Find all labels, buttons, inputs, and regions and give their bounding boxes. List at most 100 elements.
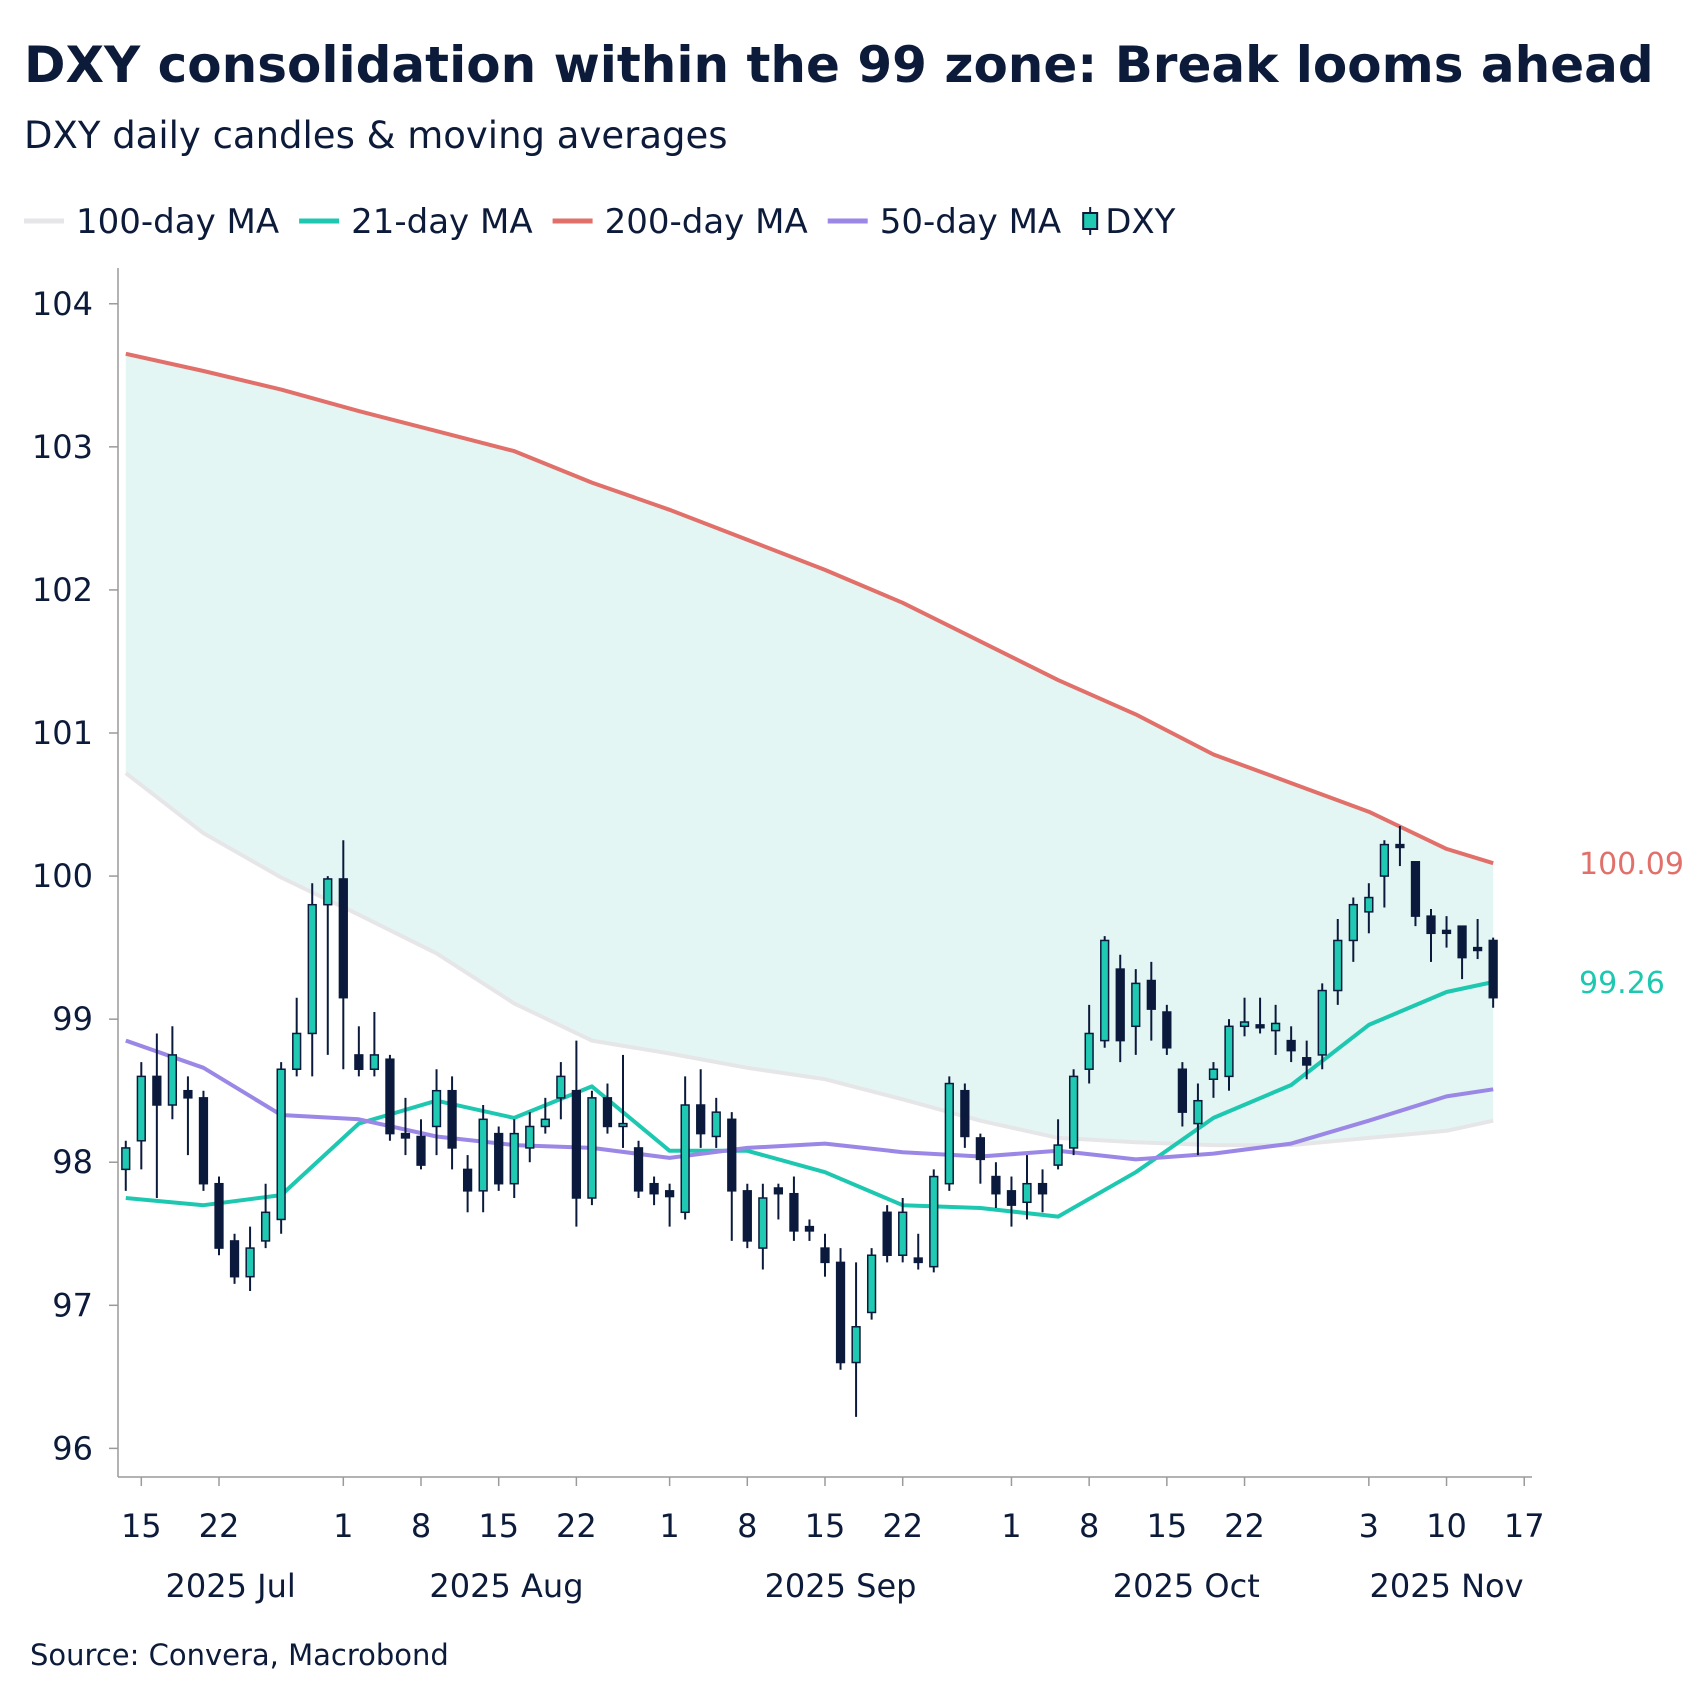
y-tick-label: 97 <box>52 1286 93 1324</box>
candle-body <box>1333 939 1343 992</box>
candle-body <box>633 1147 644 1192</box>
legend-label: 200-day MA <box>605 202 808 242</box>
x-tick-label: 8 <box>1079 1507 1099 1545</box>
candle-body <box>1488 939 1498 999</box>
candle-body <box>1239 1021 1250 1028</box>
candle-body <box>167 1054 178 1106</box>
candle-body <box>1100 939 1110 1042</box>
y-tick-label: 103 <box>32 428 93 466</box>
candle-body <box>1208 1068 1219 1080</box>
candle-body <box>1006 1190 1017 1206</box>
x-tick-label: 15 <box>1146 1507 1187 1545</box>
candle-body <box>944 1082 954 1185</box>
candle-body <box>1457 925 1467 959</box>
y-tick-label: 104 <box>32 285 93 323</box>
end-label: 100.09 <box>1579 847 1684 882</box>
candle-body <box>1379 843 1390 877</box>
candle-body <box>1410 861 1421 917</box>
legend-swatch <box>1082 212 1099 230</box>
candle-body <box>664 1190 675 1198</box>
candle-body <box>229 1240 240 1278</box>
x-tick-label: 8 <box>411 1507 431 1545</box>
x-tick-label: 8 <box>737 1507 757 1545</box>
candle-body <box>1084 1032 1094 1070</box>
candle-body <box>773 1187 784 1195</box>
legend-label: 50-day MA <box>880 202 1061 242</box>
candle-body <box>1270 1022 1281 1032</box>
candle-body <box>929 1175 939 1268</box>
candle-body <box>1037 1182 1048 1195</box>
x-tick-label: 22 <box>199 1507 240 1545</box>
candle-body <box>1068 1075 1079 1149</box>
month-label: 2025 Jul <box>166 1567 296 1605</box>
candle-body <box>323 878 333 906</box>
candle-body <box>587 1097 597 1199</box>
candle-body <box>913 1257 923 1264</box>
candle-body <box>866 1254 877 1314</box>
y-tick-label: 99 <box>52 1000 93 1038</box>
candle-body <box>462 1168 473 1192</box>
candle-body <box>1022 1182 1032 1204</box>
candle-body <box>121 1147 131 1171</box>
month-label: 2025 Sep <box>765 1567 917 1605</box>
y-tick-label: 96 <box>52 1429 93 1467</box>
candle-body <box>835 1261 846 1364</box>
legend-label: 100-day MA <box>76 202 279 242</box>
candle-body <box>602 1097 613 1128</box>
candle-body <box>307 903 317 1035</box>
x-tick-label: 1 <box>1001 1507 1021 1545</box>
candle-body <box>385 1058 395 1135</box>
candle-body <box>400 1132 411 1139</box>
ma-band <box>125 353 1494 1146</box>
candle-body <box>152 1075 162 1106</box>
candle-body <box>198 1097 209 1185</box>
candle-body <box>447 1089 457 1149</box>
candle-body <box>416 1135 426 1166</box>
candle-body <box>369 1054 380 1070</box>
candle-body <box>338 878 348 999</box>
legend-label: 21-day MA <box>351 202 532 242</box>
candle-body <box>354 1054 364 1070</box>
x-tick-label: 10 <box>1426 1507 1467 1545</box>
candle-body <box>478 1118 488 1192</box>
end-label: 99.26 <box>1579 966 1665 1001</box>
y-tick-label: 101 <box>32 714 93 752</box>
candle-body <box>214 1182 224 1249</box>
y-tick-label: 100 <box>32 857 93 895</box>
candle-body <box>1193 1099 1203 1125</box>
x-tick-label: 22 <box>556 1507 597 1545</box>
candle-body <box>1177 1068 1188 1113</box>
chart-title: DXY consolidation within the 99 zone: Br… <box>24 36 1654 94</box>
candle-body <box>820 1247 830 1264</box>
month-label: 2025 Oct <box>1113 1567 1260 1605</box>
candle-body <box>571 1089 582 1199</box>
candle-body <box>1441 929 1452 935</box>
candle-body <box>1224 1025 1234 1078</box>
candle-body <box>789 1192 799 1232</box>
candle-body <box>1348 903 1358 942</box>
month-label: 2025 Aug <box>429 1567 583 1605</box>
candle-body <box>1317 989 1327 1056</box>
candle-body <box>618 1122 628 1128</box>
candle-body <box>727 1118 737 1192</box>
ma-line <box>125 1038 1494 1162</box>
candle-body <box>1302 1057 1312 1066</box>
candle-body <box>431 1089 442 1128</box>
candle-body <box>711 1111 721 1138</box>
candle-body <box>136 1075 146 1142</box>
chart-subtitle: DXY daily candles & moving averages <box>24 114 728 157</box>
candle-body <box>292 1032 302 1070</box>
x-tick-label: 15 <box>121 1507 162 1545</box>
x-tick-label: 17 <box>1504 1507 1545 1545</box>
y-tick-label: 98 <box>52 1143 93 1181</box>
x-tick-label: 15 <box>805 1507 846 1545</box>
legend: 100-day MA 21-day MA 200-day MA 50-day MA DX… <box>24 202 1176 242</box>
candle-body <box>1053 1144 1063 1166</box>
ma-line <box>125 351 1494 866</box>
candle-body <box>804 1225 815 1232</box>
x-tick-label: 15 <box>478 1507 519 1545</box>
candle-body <box>696 1104 706 1135</box>
candle-body <box>882 1211 892 1256</box>
x-tick-label: 1 <box>333 1507 353 1545</box>
